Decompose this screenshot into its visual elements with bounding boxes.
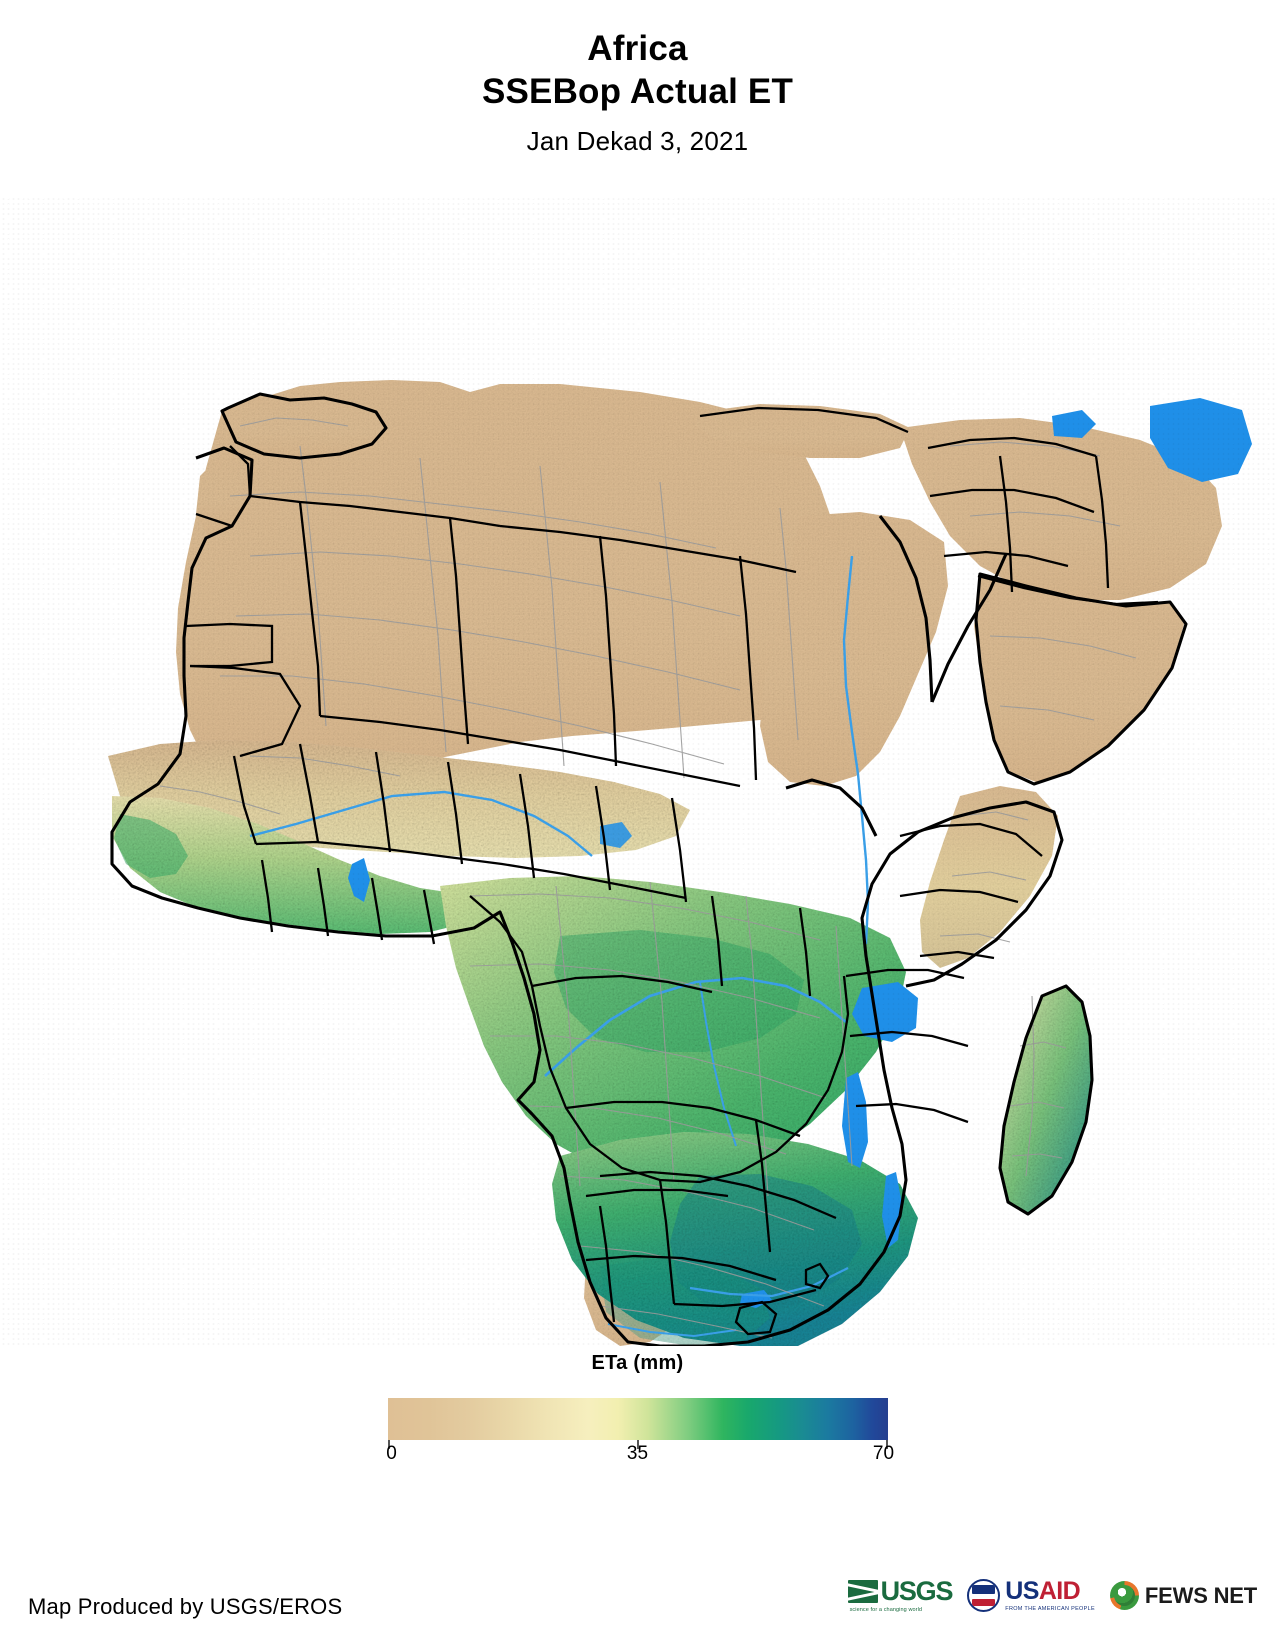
globe-icon	[1109, 1581, 1139, 1610]
colorbar-tick-70	[885, 1440, 888, 1449]
usaid-text: USAID FROM THE AMERICAN PEOPLE	[1005, 1579, 1095, 1613]
fewsnet-wordmark: FEWS NET	[1144, 1582, 1257, 1608]
map-credit: Map Produced by USGS/EROS	[28, 1594, 343, 1619]
colorbar-tick-35	[636, 1440, 639, 1449]
colorbar	[387, 1398, 888, 1449]
usgs-wordmark: USGS	[880, 1576, 954, 1606]
usaid-seal-icon	[967, 1579, 1001, 1612]
legend: ETa (mm) 0 35 70	[0, 1352, 1275, 1471]
usgs-tagline: science for a changing world	[849, 1607, 923, 1613]
page-subtitle: Jan Dekad 3, 2021	[526, 126, 749, 157]
usaid-logo: USAID FROM THE AMERICAN PEOPLE	[967, 1579, 1095, 1612]
africa-eta-raster	[108, 380, 1252, 1346]
colorbar-tick-0	[387, 1440, 390, 1449]
usaid-tagline: FROM THE AMERICAN PEOPLE	[1005, 1606, 1095, 1612]
water-layer	[249, 398, 1252, 1338]
madagascar-layer	[1000, 986, 1092, 1214]
usaid-word-us: US	[1005, 1577, 1039, 1605]
page-title: Africa SSEBop Actual ET	[0, 28, 1275, 113]
usgs-logo-row: USGS	[847, 1576, 954, 1606]
country-borders	[185, 406, 1159, 1336]
tick-label-mid: 35	[626, 1443, 649, 1464]
usaid-wordmark: USAID	[1005, 1579, 1095, 1604]
guinea-coast-layer	[112, 796, 490, 934]
map-figure	[0, 196, 1275, 1346]
usaid-word-aid: AID	[1038, 1577, 1081, 1605]
colorbar-gradient	[387, 1398, 888, 1440]
map-raster	[0, 196, 1275, 1346]
title-block: Africa SSEBop Actual ET Jan Dekad 3, 202…	[0, 28, 1275, 157]
usgs-logo: USGS science for a changing world	[847, 1576, 954, 1613]
congo-basin-layer	[440, 876, 906, 1178]
colorbar-ticks	[387, 1440, 888, 1450]
admin-boundaries	[159, 417, 1137, 1339]
title-line-1: Africa	[587, 29, 688, 68]
tick-label-min: 0	[386, 1443, 397, 1464]
logo-row: USGS science for a changing world USAID …	[847, 1576, 1257, 1613]
coastline	[110, 392, 1188, 1346]
colorbar-tick-labels: 0 35 70	[386, 1443, 894, 1471]
legend-title: ETa (mm)	[591, 1352, 684, 1374]
title-line-2: SSEBop Actual ET	[481, 71, 794, 111]
usgs-wave-icon	[847, 1580, 878, 1603]
tick-label-max: 70	[872, 1443, 895, 1464]
fewsnet-logo: FEWS NET	[1109, 1581, 1257, 1610]
